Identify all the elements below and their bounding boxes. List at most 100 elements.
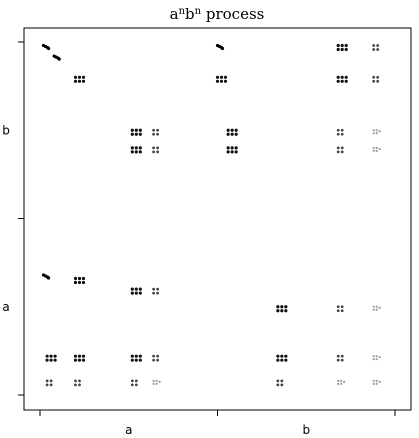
scatter-point [276,354,280,358]
scatter-point [340,379,343,382]
scatter-point [215,79,220,83]
scatter-point [276,309,280,313]
scatter-point [134,128,138,132]
scatter-point [340,309,344,313]
scatter-point [134,383,138,387]
scatter-point [372,75,376,79]
scatter-point [276,358,280,362]
scatter-point [230,132,234,136]
scatter-point [155,379,158,382]
scatter-point [344,79,348,83]
scatter-point [336,132,340,136]
scatter-point [340,79,344,83]
scatter-point [340,150,344,154]
scatter-point [81,354,86,358]
scatter-point [336,358,340,362]
scatter-point [234,132,238,136]
scatter-point [375,132,378,135]
scatter-point [375,305,378,308]
scatter-point [53,354,57,358]
scatter-point [340,75,344,79]
scatter-point [336,150,340,154]
scatter-point [226,146,230,150]
scatter-point [81,276,86,281]
scatter-point [78,379,81,383]
scatter-point [57,57,61,61]
scatter-point [276,383,280,387]
scatter-point [138,146,142,150]
scatter-point [81,358,86,362]
scatter-point [372,308,375,311]
scatter-point [156,354,160,358]
scatter-point [375,129,378,132]
scatter-point [134,358,138,362]
scatter-point [130,128,134,132]
scatter-point [372,48,376,51]
scatter-point [372,146,375,149]
scatter-point [375,308,378,311]
scatter-point [134,132,138,136]
scatter-point [130,354,134,358]
scatter-point [134,379,138,383]
scatter-point [156,132,160,136]
scatter-point [77,354,82,358]
scatter-point [134,287,138,291]
scatter-point [376,75,380,79]
scatter-point [336,43,340,48]
plot-frame [23,27,412,411]
scatter-point [81,75,86,79]
scatter-point [45,379,49,383]
scatter-point [340,305,344,309]
scatter-point [73,354,78,358]
scatter-point [276,379,280,383]
scatter-point [344,47,348,52]
scatter-point [344,75,348,79]
scatter-point [284,309,288,313]
scatter-point [152,291,156,295]
scatter-point [372,358,375,361]
scatter-point [77,79,82,83]
scatter-point [376,48,380,51]
scatter-point [234,150,238,154]
scatter-point [220,46,225,51]
y-axis-ticks [18,41,24,396]
scatter-point [372,132,375,135]
scatter-point [336,79,340,83]
scatter-point [280,379,284,383]
scatter-point [284,354,288,358]
scatter-point [49,379,53,383]
scatter-point [376,44,380,47]
scatter-point [226,132,230,136]
x-axis-ticks [39,410,396,416]
scatter-point [378,356,381,359]
scatter-point [336,305,340,309]
scatter-point [77,358,82,362]
scatter-point [375,382,378,385]
scatter-point [73,75,78,79]
scatter-point [336,75,340,79]
scatter-point [378,130,381,133]
scatter-point [340,43,344,48]
scatter-point [340,146,344,150]
scatter-point [376,79,380,83]
scatter-point [130,358,134,362]
scatter-point [73,276,78,281]
x-category-label-a: a [125,423,132,437]
title-part-a: a [170,5,179,23]
scatter-point [138,128,142,132]
scatter-point [152,128,156,132]
title-part-b: b [185,5,195,23]
scatter-point [152,382,155,385]
scatter-point [372,44,376,47]
scatter-point [372,355,375,358]
scatter-point [219,75,224,79]
scatter-point [138,287,142,291]
scatter-point [284,358,288,362]
scatter-point [276,305,280,309]
scatter-point [372,379,375,382]
scatter-point [372,305,375,308]
scatter-point [134,291,138,295]
scatter-point [284,305,288,309]
